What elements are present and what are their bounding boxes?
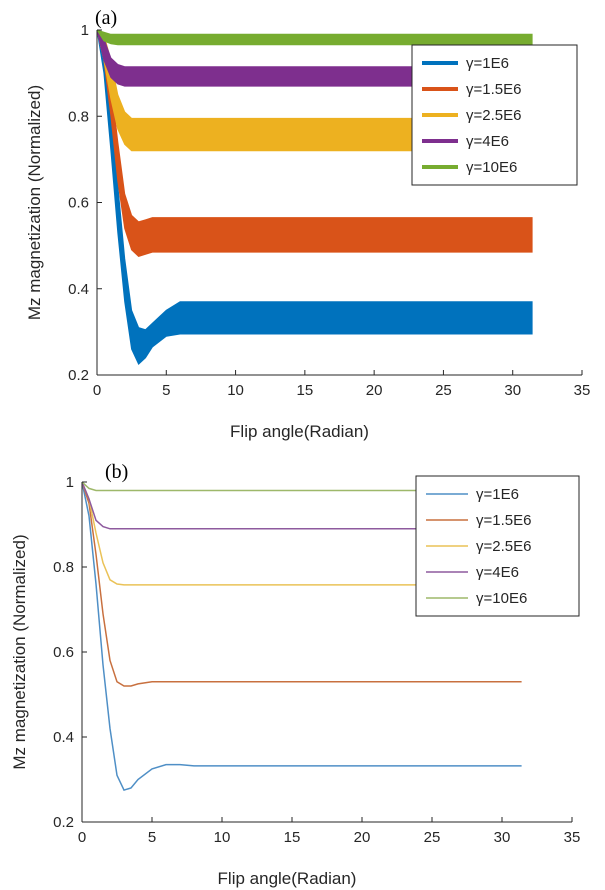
x-tick-label: 10	[214, 829, 231, 846]
legend-label: γ=10E6	[466, 159, 517, 176]
x-tick-label: 10	[227, 382, 244, 399]
legend-label: γ=1.5E6	[476, 512, 531, 529]
line-series-1E6	[82, 482, 522, 792]
panel-b: 0 5 10 15 20 25 30 35 0.2 0.4 0.6 0.8 1 Flip angle(Ra…	[10, 461, 580, 888]
panel-label: (a)	[95, 7, 117, 29]
panel-label: (b)	[105, 461, 128, 483]
band-series-1E6	[97, 30, 533, 366]
panel-a: 0 5 10 15 20 25 30 35 0.2 0.4 0.6 0.8 1 Flip angle(Ra…	[25, 7, 590, 441]
y-tick-label: 1	[81, 22, 89, 39]
y-tick-label: 0.6	[53, 644, 74, 661]
x-tick-label: 35	[574, 382, 591, 399]
x-tick-label: 35	[564, 829, 581, 846]
legend: γ=1E6 γ=1.5E6 γ=2.5E6 γ=4E6 γ=10E6	[411, 44, 578, 186]
x-tick-label: 0	[78, 829, 86, 846]
x-axis-label: Flip angle(Radian)	[218, 869, 357, 888]
x-axis-label: Flip angle(Radian)	[230, 422, 369, 441]
x-tick-label: 30	[494, 829, 511, 846]
x-tick-label: 20	[354, 829, 371, 846]
y-tick-label: 1	[66, 474, 74, 491]
line-series-1-5E6	[82, 482, 522, 687]
y-tick-label: 0.2	[53, 814, 74, 831]
line-series-2-5E6	[82, 482, 522, 586]
band-series-1-5E6	[97, 30, 533, 257]
legend-label: γ=2.5E6	[466, 107, 521, 124]
band-series-10E6	[97, 30, 533, 46]
legend-label: γ=1E6	[466, 55, 509, 72]
x-tick-label: 20	[366, 382, 383, 399]
y-tick-label: 0.6	[68, 195, 89, 212]
y-tick-label: 0.8	[68, 108, 89, 125]
legend-label: γ=1.5E6	[466, 81, 521, 98]
legend-label: γ=4E6	[466, 133, 509, 150]
x-tick-label: 5	[162, 382, 170, 399]
x-tick-label: 25	[424, 829, 441, 846]
x-tick-label: 15	[284, 829, 301, 846]
legend-label: γ=4E6	[476, 564, 519, 581]
plot-area	[82, 482, 522, 792]
y-axis-label: Mz magnetization (Normalized)	[10, 534, 29, 769]
x-tick-label: 5	[148, 829, 156, 846]
y-tick-label: 0.8	[53, 559, 74, 576]
legend-label: γ=10E6	[476, 590, 527, 607]
y-tick-label: 0.2	[68, 367, 89, 384]
line-series-10E6	[82, 482, 522, 492]
y-axis-label: Mz magnetization (Normalized)	[25, 85, 44, 320]
x-tick-label: 30	[504, 382, 521, 399]
x-tick-label: 15	[297, 382, 314, 399]
y-tick-label: 0.4	[53, 729, 74, 746]
x-tick-label: 0	[93, 382, 101, 399]
legend-label: γ=1E6	[476, 486, 519, 503]
line-series-4E6	[82, 482, 522, 530]
legend-label: γ=2.5E6	[476, 538, 531, 555]
x-tick-label: 25	[435, 382, 452, 399]
legend: γ=1E6 γ=1.5E6 γ=2.5E6 γ=4E6 γ=10E6	[415, 475, 580, 617]
y-tick-label: 0.4	[68, 281, 89, 298]
